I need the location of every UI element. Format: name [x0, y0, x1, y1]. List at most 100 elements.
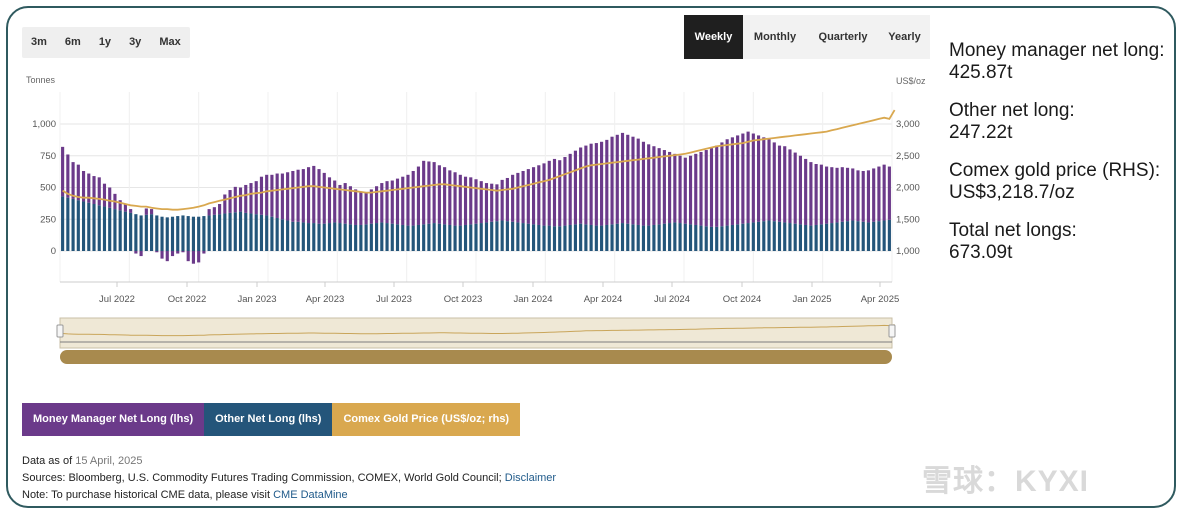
bar-other-net-long	[511, 221, 515, 251]
bar-money-manager	[699, 151, 703, 226]
bar-money-manager	[364, 192, 368, 225]
bar-other-net-long	[76, 200, 80, 251]
bar-other-net-long	[348, 224, 352, 251]
bar-money-manager	[694, 153, 698, 225]
stat-value: 247.22t	[949, 122, 1013, 143]
bar-other-net-long	[783, 222, 787, 251]
bar-other-net-long	[401, 224, 405, 251]
bar-money-manager	[416, 166, 421, 225]
stat-other-net-long: Other net long: 247.22t	[949, 100, 1174, 144]
bar-money-manager	[139, 251, 143, 257]
bar-other-net-long	[877, 221, 881, 251]
cme-datamine-link[interactable]: CME DataMine	[273, 489, 348, 501]
bar-other-net-long	[238, 211, 243, 251]
stat-value: US$3,218.7/oz	[949, 182, 1075, 203]
bar-money-manager	[463, 176, 468, 225]
stat-label: Other net long:	[949, 100, 1075, 121]
bar-other-net-long	[129, 212, 133, 251]
legend-money-manager[interactable]: Money Manager Net Long (lhs)	[22, 403, 205, 436]
bar-money-manager	[835, 167, 839, 223]
x-tick-label: Oct 2024	[723, 294, 762, 305]
bar-money-manager	[798, 155, 802, 225]
bar-money-manager	[280, 173, 284, 220]
bar-other-net-long	[746, 223, 750, 251]
bar-other-net-long	[286, 220, 290, 251]
bar-other-net-long	[830, 223, 834, 251]
sources-line: Sources: Bloomberg, U.S. Commodity Futur…	[22, 470, 556, 487]
bar-other-net-long	[652, 224, 656, 251]
bar-other-net-long	[469, 224, 473, 251]
bar-money-manager	[218, 204, 222, 215]
navigator-right-handle[interactable]	[888, 324, 896, 338]
bar-money-manager	[469, 177, 473, 225]
bar-other-net-long	[322, 223, 326, 251]
bar-money-manager	[568, 153, 572, 225]
chart-notes: Data as of 15 April, 2025 Sources: Bloom…	[22, 453, 556, 504]
navigator-left-handle[interactable]	[56, 324, 64, 338]
bar-money-manager	[563, 157, 567, 226]
freq-monthly-button[interactable]: Monthly	[753, 31, 797, 43]
bar-money-manager	[144, 208, 148, 215]
bar-other-net-long	[720, 226, 724, 251]
bar-money-manager	[401, 176, 405, 225]
bar-money-manager	[81, 170, 86, 202]
bar-other-net-long	[327, 223, 332, 251]
x-tick-label: Jan 2024	[513, 294, 552, 305]
bar-other-net-long	[390, 223, 394, 251]
bar-other-net-long	[296, 221, 300, 251]
freq-yearly-button[interactable]: Yearly	[888, 31, 921, 43]
bar-money-manager	[176, 251, 180, 254]
range-6m-button[interactable]: 6m	[64, 36, 81, 48]
bar-other-net-long	[804, 224, 808, 251]
bar-other-net-long	[150, 214, 154, 251]
bar-other-net-long	[589, 224, 593, 251]
range-selector: 3m 6m 1y 3y Max	[22, 27, 190, 58]
x-tick-label: Apr 2025	[861, 294, 900, 305]
navigator-scrollbar[interactable]	[60, 350, 892, 364]
stat-money-manager: Money manager net long: 425.87t	[949, 40, 1174, 84]
bar-other-net-long	[207, 215, 211, 251]
bar-other-net-long	[845, 221, 850, 251]
freq-quarterly-button[interactable]: Quarterly	[818, 31, 868, 43]
bar-money-manager	[866, 170, 871, 223]
bar-money-manager	[160, 251, 164, 259]
bar-money-manager	[150, 209, 154, 215]
bar-other-net-long	[312, 223, 316, 251]
bar-other-net-long	[825, 223, 829, 251]
data-as-of-date: 15 April, 2025	[75, 455, 143, 467]
bar-other-net-long	[688, 224, 693, 251]
bar-other-net-long	[359, 224, 363, 251]
range-1y-button[interactable]: 1y	[98, 36, 112, 48]
range-3m-button[interactable]: 3m	[31, 36, 47, 48]
bar-money-manager	[411, 170, 415, 226]
bar-other-net-long	[584, 224, 588, 251]
disclaimer-link[interactable]: Disclaimer	[504, 472, 557, 484]
bar-other-net-long	[636, 224, 640, 251]
bar-other-net-long	[537, 224, 541, 251]
x-tick-label: Jul 2024	[654, 294, 690, 305]
bar-other-net-long	[202, 216, 206, 251]
bar-money-manager	[322, 172, 326, 224]
range-max-button[interactable]: Max	[159, 36, 181, 48]
bar-other-net-long	[66, 197, 70, 251]
bar-other-net-long	[474, 223, 478, 251]
frequency-selector: Weekly Monthly Quarterly Yearly	[684, 15, 930, 59]
range-3y-button[interactable]: 3y	[129, 36, 142, 48]
bar-money-manager	[788, 149, 792, 224]
bar-other-net-long	[490, 221, 494, 251]
freq-weekly-button[interactable]: Weekly	[684, 15, 743, 59]
bar-money-manager	[87, 173, 91, 203]
bar-money-manager	[244, 184, 248, 213]
bar-money-manager	[134, 251, 138, 254]
bar-other-net-long	[531, 224, 536, 251]
bar-money-manager	[825, 166, 829, 224]
x-tick-label: Oct 2022	[168, 294, 207, 305]
bar-money-manager	[181, 251, 185, 253]
legend-comex-gold-price[interactable]: Comex Gold Price (US$/oz; rhs)	[332, 403, 521, 436]
bar-other-net-long	[354, 224, 358, 251]
bar-money-manager	[620, 132, 625, 224]
bar-money-manager	[673, 153, 677, 223]
bar-money-manager	[275, 173, 279, 218]
legend-other-net-long[interactable]: Other Net Long (lhs)	[204, 403, 333, 436]
chart-legend: Money Manager Net Long (lhs) Other Net L…	[22, 403, 521, 436]
